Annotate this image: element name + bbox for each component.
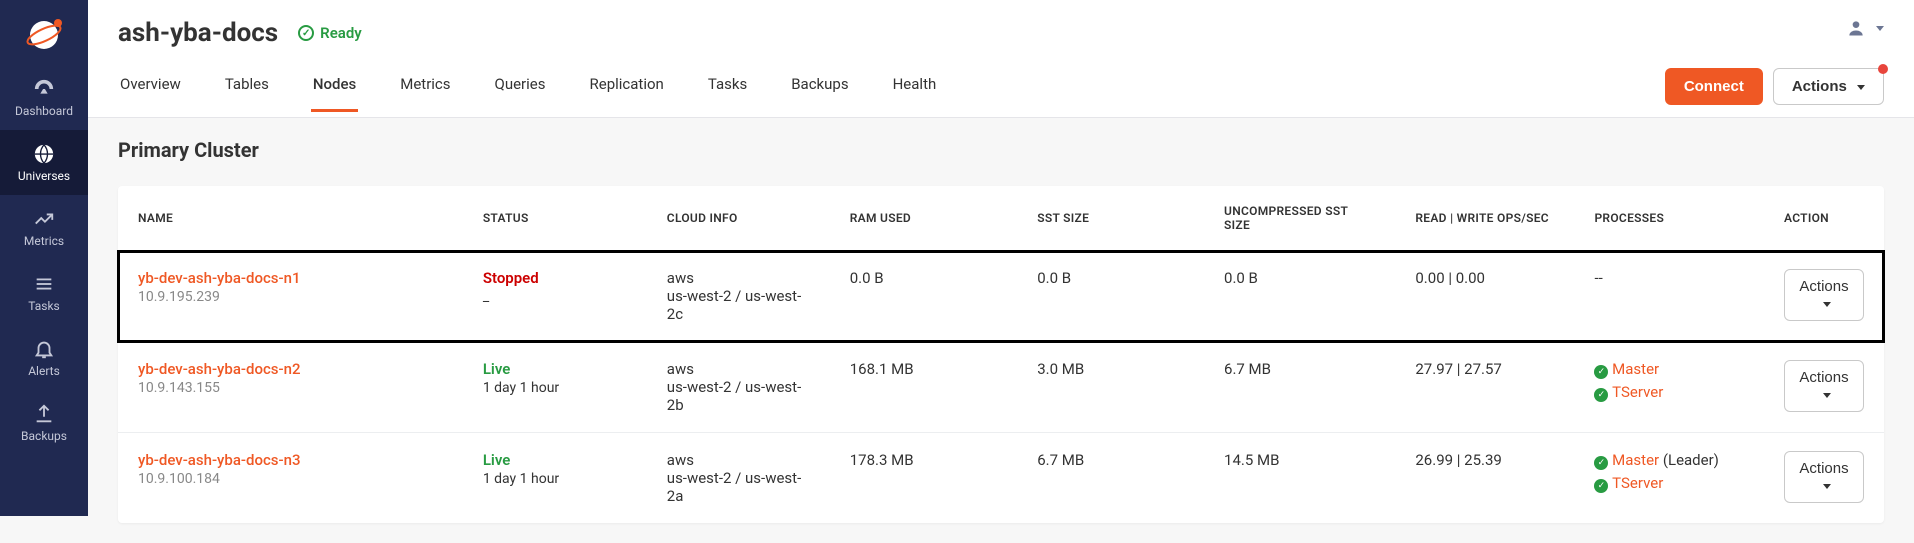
sidebar-item-universes[interactable]: Universes [0, 130, 88, 195]
master-link[interactable]: Master [1612, 451, 1659, 469]
tab-health[interactable]: Health [891, 75, 939, 112]
node-status: Stopped [483, 269, 627, 287]
sidebar-label: Dashboard [15, 104, 73, 118]
sidebar-item-metrics[interactable]: Metrics [0, 195, 88, 260]
row-actions-dropdown[interactable]: Actions [1784, 269, 1864, 321]
tserver-link[interactable]: TServer [1612, 383, 1663, 401]
sidebar-label: Universes [18, 169, 70, 183]
col-proc: Processes [1574, 186, 1764, 251]
chevron-down-icon [1823, 302, 1831, 307]
sidebar-item-tasks[interactable]: Tasks [0, 260, 88, 325]
row-actions-dropdown[interactable]: Actions [1784, 360, 1864, 412]
leader-label: (Leader) [1663, 451, 1719, 469]
col-status: Status [463, 186, 647, 251]
tab-tables[interactable]: Tables [223, 75, 271, 112]
col-sst: SST Size [1017, 186, 1204, 251]
processes-none: -- [1594, 269, 1602, 287]
tab-backups[interactable]: Backups [789, 75, 850, 112]
header: ash-yba-docs ✓ Ready Overview Tables Nod… [88, 0, 1914, 118]
tab-nodes[interactable]: Nodes [311, 75, 358, 112]
section-title: Primary Cluster [118, 138, 1884, 162]
rw-ops: 0.00 | 0.00 [1395, 251, 1574, 342]
node-status-sub: 1 day 1 hour [483, 380, 627, 396]
tab-queries[interactable]: Queries [493, 75, 548, 112]
col-ram: RAM Used [830, 186, 1018, 251]
content: Primary Cluster Name Status Cloud Info R… [88, 118, 1914, 543]
node-name-link[interactable]: yb-dev-ash-yba-docs-n2 [138, 360, 443, 378]
node-ip: 10.9.100.184 [138, 471, 443, 487]
node-status: Live [483, 451, 627, 469]
master-link[interactable]: Master [1612, 360, 1659, 378]
notification-dot-icon [1878, 64, 1888, 74]
check-icon: ✓ [1594, 456, 1608, 470]
chevron-down-icon [1823, 393, 1831, 398]
tabs: Overview Tables Nodes Metrics Queries Re… [118, 68, 1884, 117]
check-icon: ✓ [1594, 479, 1608, 493]
node-name-link[interactable]: yb-dev-ash-yba-docs-n1 [138, 269, 443, 287]
col-name: Name [118, 186, 463, 251]
col-cloud: Cloud Info [647, 186, 830, 251]
node-status-sub: 1 day 1 hour [483, 471, 627, 487]
check-icon: ✓ [1594, 365, 1608, 379]
uncomp-sst-size: 14.5 MB [1204, 433, 1395, 524]
main: ash-yba-docs ✓ Ready Overview Tables Nod… [88, 0, 1914, 516]
table-row: yb-dev-ash-yba-docs-n2 10.9.143.155 Live… [118, 342, 1884, 433]
row-actions-dropdown[interactable]: Actions [1784, 451, 1864, 503]
tab-metrics[interactable]: Metrics [398, 75, 452, 112]
cloud-region: us-west-2 / us-west-2c [667, 287, 810, 323]
col-uncomp: Uncompressed SST Size [1204, 186, 1395, 251]
connect-button[interactable]: Connect [1665, 68, 1763, 105]
tab-tasks[interactable]: Tasks [706, 75, 749, 112]
cloud-region: us-west-2 / us-west-2a [667, 469, 810, 505]
chevron-down-icon [1876, 26, 1884, 31]
rw-ops: 27.97 | 27.57 [1395, 342, 1574, 433]
node-ip: 10.9.143.155 [138, 380, 443, 396]
cloud-region: us-west-2 / us-west-2b [667, 378, 810, 414]
uncomp-sst-size: 0.0 B [1204, 251, 1395, 342]
check-icon: ✓ [1594, 388, 1608, 402]
nodes-table-card: Name Status Cloud Info RAM Used SST Size… [118, 186, 1884, 523]
page-title: ash-yba-docs [118, 18, 278, 48]
check-icon: ✓ [298, 25, 314, 41]
rw-ops: 26.99 | 25.39 [1395, 433, 1574, 524]
tab-overview[interactable]: Overview [118, 75, 183, 112]
sidebar-label: Metrics [24, 234, 64, 248]
sidebar: Dashboard Universes Metrics Tasks Alerts… [0, 0, 88, 516]
chevron-down-icon [1823, 484, 1831, 489]
node-ip: 10.9.195.239 [138, 289, 443, 305]
table-row: yb-dev-ash-yba-docs-n3 10.9.100.184 Live… [118, 433, 1884, 524]
sidebar-item-alerts[interactable]: Alerts [0, 325, 88, 390]
uncomp-sst-size: 6.7 MB [1204, 342, 1395, 433]
sidebar-label: Alerts [28, 364, 60, 378]
sst-size: 0.0 B [1017, 251, 1204, 342]
sst-size: 6.7 MB [1017, 433, 1204, 524]
col-rw: Read | Write ops/sec [1395, 186, 1574, 251]
tab-replication[interactable]: Replication [588, 75, 666, 112]
col-action: Action [1764, 186, 1884, 251]
sidebar-item-backups[interactable]: Backups [0, 390, 88, 455]
ram-used: 0.0 B [830, 251, 1018, 342]
actions-dropdown[interactable]: Actions [1773, 68, 1884, 105]
ram-used: 168.1 MB [830, 342, 1018, 433]
status-badge: ✓ Ready [298, 24, 362, 42]
cloud-provider: aws [667, 451, 810, 469]
tserver-link[interactable]: TServer [1612, 474, 1663, 492]
sidebar-label: Backups [21, 429, 67, 443]
table-row: yb-dev-ash-yba-docs-n1 10.9.195.239 Stop… [118, 251, 1884, 342]
cloud-provider: aws [667, 269, 810, 287]
cloud-provider: aws [667, 360, 810, 378]
sidebar-label: Tasks [28, 299, 60, 313]
node-status-sub: _ [483, 289, 627, 305]
sst-size: 3.0 MB [1017, 342, 1204, 433]
sidebar-item-dashboard[interactable]: Dashboard [0, 65, 88, 130]
ram-used: 178.3 MB [830, 433, 1018, 524]
node-name-link[interactable]: yb-dev-ash-yba-docs-n3 [138, 451, 443, 469]
user-menu[interactable] [1846, 18, 1884, 38]
node-status: Live [483, 360, 627, 378]
chevron-down-icon [1857, 85, 1865, 90]
nodes-table: Name Status Cloud Info RAM Used SST Size… [118, 186, 1884, 523]
logo[interactable] [0, 0, 88, 65]
